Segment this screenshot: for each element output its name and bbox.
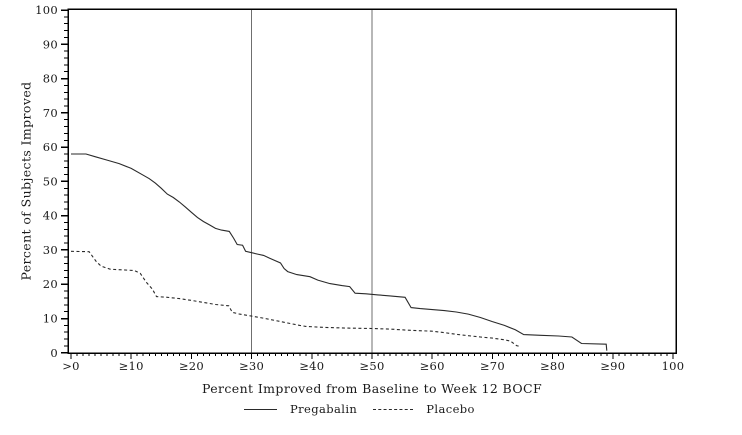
legend-item-pregabalin: Pregabalin	[244, 402, 357, 416]
y-tick-label: 70	[43, 106, 58, 120]
x-tick-label: ≥10	[119, 359, 144, 373]
x-tick-label: ≥60	[420, 359, 445, 373]
legend-line-dashed-icon	[373, 408, 414, 410]
y-axis-title: Percent of Subjects Improved	[18, 81, 34, 281]
x-tick-label: >0	[62, 359, 80, 373]
x-tick-label: 100	[662, 359, 685, 373]
legend: Pregabalin Placebo	[244, 402, 475, 416]
x-axis-title: Percent Improved from Baseline to Week 1…	[201, 381, 543, 396]
x-tick-label: ≥90	[600, 359, 625, 373]
series-line-placebo	[70, 250, 521, 348]
legend-line-solid-icon	[244, 408, 277, 410]
y-tick-label: 40	[43, 209, 58, 223]
x-tick-label: ≥30	[239, 359, 264, 373]
y-tick-label: 20	[43, 277, 58, 291]
legend-label-pregabalin: Pregabalin	[290, 402, 358, 416]
series-line-pregabalin	[71, 153, 608, 351]
y-tick-label: 0	[50, 346, 58, 360]
y-tick-label: 80	[43, 72, 58, 86]
y-tick-label: 60	[43, 140, 58, 154]
y-tick-label: 90	[43, 37, 58, 51]
legend-label-placebo: Placebo	[426, 402, 475, 416]
legend-item-placebo: Placebo	[373, 402, 475, 416]
x-tick-label: ≥50	[359, 359, 384, 373]
x-tick-label: ≥20	[179, 359, 204, 373]
x-tick-label: ≥80	[540, 359, 565, 373]
y-tick-label: 100	[35, 3, 58, 17]
y-tick-label: 30	[43, 243, 58, 257]
y-tick-label: 50	[43, 174, 58, 188]
x-tick-label: ≥40	[299, 359, 324, 373]
x-tick-label: ≥70	[480, 359, 505, 373]
y-tick-label: 10	[43, 312, 58, 326]
